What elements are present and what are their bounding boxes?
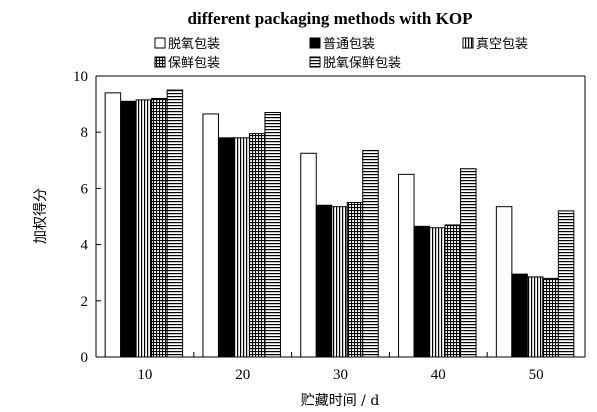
y-tick-label-0: 0 (81, 350, 89, 366)
legend-swatch-脱氧包装 (154, 37, 166, 49)
bar-保鲜包装-30 (346, 201, 364, 358)
x-axis-label: 贮藏时间 / d (301, 393, 380, 409)
legend-label-保鲜包装: 保鲜包装 (168, 56, 220, 71)
bar-脱氧包装-40 (398, 173, 415, 358)
bar-脱氧保鲜包装-50 (557, 210, 575, 358)
y-tick-label-2: 2 (81, 294, 89, 310)
chart-title: different packaging methods with KOP (188, 9, 473, 28)
legend-label-脱氧包装: 脱氧包装 (168, 37, 220, 52)
bar-脱氧保鲜包装-30 (362, 149, 379, 358)
legend-swatch-真空包装 (462, 37, 474, 49)
bar-真空包装-50 (526, 276, 544, 358)
bar-脱氧包装-50 (495, 206, 513, 358)
bar-脱氧包装-20 (202, 113, 219, 358)
legend-swatch-脱氧保鲜包装 (309, 56, 321, 68)
y-axis-label: 加权得分 (32, 188, 49, 244)
y-ticks: 0 2 4 6 8 10 (73, 69, 101, 366)
x-tick-label-30: 30 (333, 367, 348, 383)
y-tick-label-4: 4 (81, 238, 89, 254)
x-tick-label-20: 20 (235, 367, 250, 383)
bar-真空包装-10 (135, 99, 153, 358)
bar-普通包装-30 (315, 204, 333, 358)
bar-脱氧包装-10 (104, 92, 122, 358)
x-tick-label-50: 50 (529, 367, 544, 383)
bar-保鲜包装-20 (248, 133, 266, 358)
bar-保鲜包装-10 (151, 97, 168, 358)
bar-真空包装-30 (331, 206, 348, 358)
x-ticks: 10 20 30 40 50 (137, 352, 544, 383)
bar-普通包装-20 (217, 137, 235, 358)
bar-真空包装-40 (429, 227, 446, 358)
bar-保鲜包装-40 (444, 224, 462, 358)
y-tick-label-6: 6 (81, 181, 89, 197)
bars (104, 89, 575, 358)
legend-label-普通包装: 普通包装 (323, 37, 375, 52)
bar-保鲜包装-50 (542, 277, 559, 358)
bar-普通包装-40 (413, 225, 431, 358)
x-tick-label-10: 10 (137, 367, 152, 383)
x-tick-label-40: 40 (431, 367, 446, 383)
legend-swatch-普通包装 (309, 37, 321, 49)
bar-脱氧保鲜包装-20 (264, 112, 281, 358)
legend-label-真空包装: 真空包装 (476, 37, 528, 52)
bar-脱氧保鲜包装-10 (166, 89, 184, 358)
bar-脱氧保鲜包装-40 (460, 168, 477, 358)
bar-脱氧包装-30 (300, 152, 317, 358)
bar-真空包装-20 (233, 137, 250, 358)
y-tick-label-8: 8 (81, 125, 89, 141)
bar-普通包装-10 (120, 100, 137, 358)
legend-label-脱氧保鲜包装: 脱氧保鲜包装 (323, 56, 401, 71)
axes (95, 75, 586, 358)
legend-swatch-保鲜包装 (154, 56, 166, 68)
bar-普通包装-50 (511, 273, 528, 358)
y-tick-label-10: 10 (73, 69, 88, 85)
